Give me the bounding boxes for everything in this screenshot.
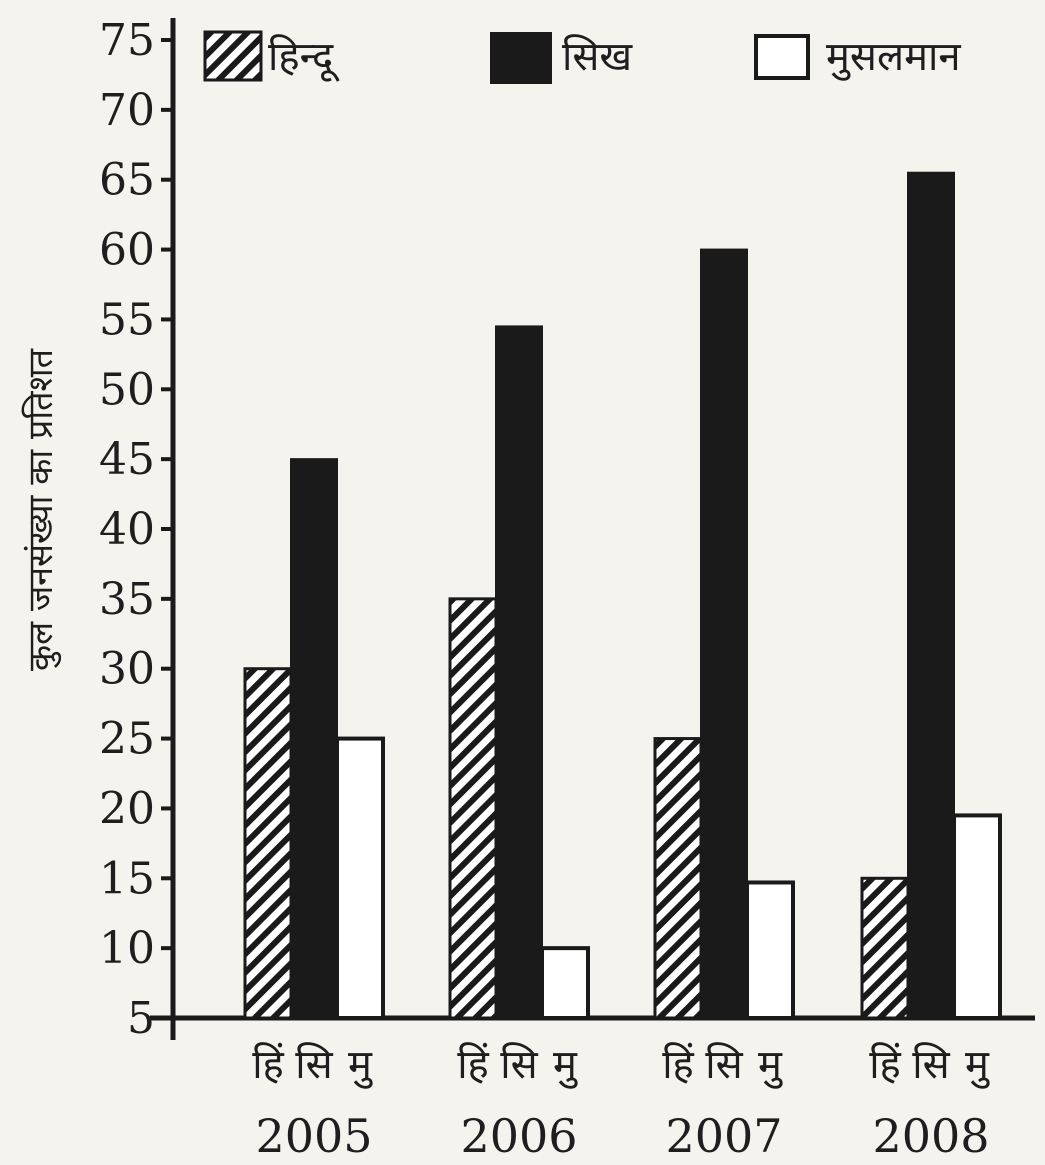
bar-2005-1 bbox=[290, 458, 338, 1019]
y-tick-label: 70 bbox=[99, 85, 155, 136]
y-tick-label: 65 bbox=[99, 155, 155, 206]
y-tick-label: 5 bbox=[127, 993, 155, 1044]
y-axis-title: कुल जनसंख्या का प्रतिशत bbox=[21, 348, 62, 671]
category-label: 2008 bbox=[872, 1109, 989, 1163]
category-label: 2005 bbox=[255, 1109, 372, 1163]
y-ticks: 5 10 15 20 25 30 35 40 45 50 55 60 65 70 75 bbox=[99, 15, 173, 1044]
y-tick-label: 30 bbox=[99, 644, 155, 695]
bar-short-label: हिं bbox=[252, 1042, 284, 1088]
bar-2008-1 bbox=[907, 171, 955, 1019]
bar-short-label: हिं bbox=[662, 1042, 694, 1088]
y-tick-label: 75 bbox=[99, 15, 155, 66]
bar-2005-0 bbox=[243, 667, 293, 1020]
bar-short-label: मु bbox=[553, 1042, 578, 1089]
bars bbox=[243, 171, 1002, 1021]
y-tick-label: 60 bbox=[99, 225, 155, 276]
bar-2006-2 bbox=[540, 946, 590, 1021]
y-tick-label: 10 bbox=[99, 923, 155, 974]
bar-2007-1 bbox=[700, 248, 748, 1020]
bar-short-label: हिं bbox=[457, 1042, 489, 1088]
bar-short-label: सि bbox=[500, 1042, 538, 1088]
bar-short-label: मु bbox=[758, 1042, 783, 1089]
bar-short-label: मु bbox=[965, 1042, 990, 1089]
y-tick-label: 15 bbox=[99, 853, 155, 904]
category-label: 2006 bbox=[460, 1109, 577, 1163]
bar-2008-2 bbox=[952, 813, 1002, 1021]
legend-label-hindu: हिन्दू bbox=[268, 34, 340, 82]
bar-short-label: सि bbox=[912, 1042, 950, 1088]
x-labels: हिं सि मु 2005 हिं सि मु 2006 हिं सि मु 2007 हिं सि मु… bbox=[252, 1042, 990, 1163]
bar-2007-2 bbox=[745, 880, 795, 1021]
bar-2006-0 bbox=[448, 597, 498, 1020]
y-tick-label: 50 bbox=[99, 364, 155, 415]
y-tick-label: 45 bbox=[99, 434, 155, 485]
y-tick-label: 35 bbox=[99, 574, 155, 625]
bar-2008-0 bbox=[860, 876, 910, 1020]
legend-swatch-hindu bbox=[203, 30, 263, 82]
category-label: 2007 bbox=[665, 1109, 782, 1163]
y-tick-label: 55 bbox=[99, 294, 155, 345]
legend-label-sikh: सिख bbox=[562, 34, 633, 80]
legend-swatch-sikh bbox=[490, 32, 552, 84]
bar-short-label: हिं bbox=[869, 1042, 901, 1088]
legend-item-hindu: हिन्दू bbox=[203, 30, 340, 82]
legend-item-muslim: मुसलमान bbox=[754, 34, 961, 81]
legend-swatch-muslim bbox=[754, 34, 810, 80]
bar-2007-0 bbox=[653, 737, 703, 1020]
y-tick-label: 25 bbox=[99, 714, 155, 765]
y-tick-label: 20 bbox=[99, 783, 155, 834]
legend-item-sikh: सिख bbox=[490, 32, 633, 84]
y-tick-label: 40 bbox=[99, 504, 155, 555]
legend: हिन्दू सिख मुसलमान bbox=[203, 30, 961, 84]
bar-2005-2 bbox=[335, 736, 385, 1020]
bar-2006-1 bbox=[495, 325, 543, 1019]
bar-short-label: सि bbox=[705, 1042, 743, 1088]
bar-short-label: मु bbox=[348, 1042, 373, 1089]
legend-label-muslim: मुसलमान bbox=[826, 34, 961, 81]
bar-short-label: सि bbox=[295, 1042, 333, 1088]
